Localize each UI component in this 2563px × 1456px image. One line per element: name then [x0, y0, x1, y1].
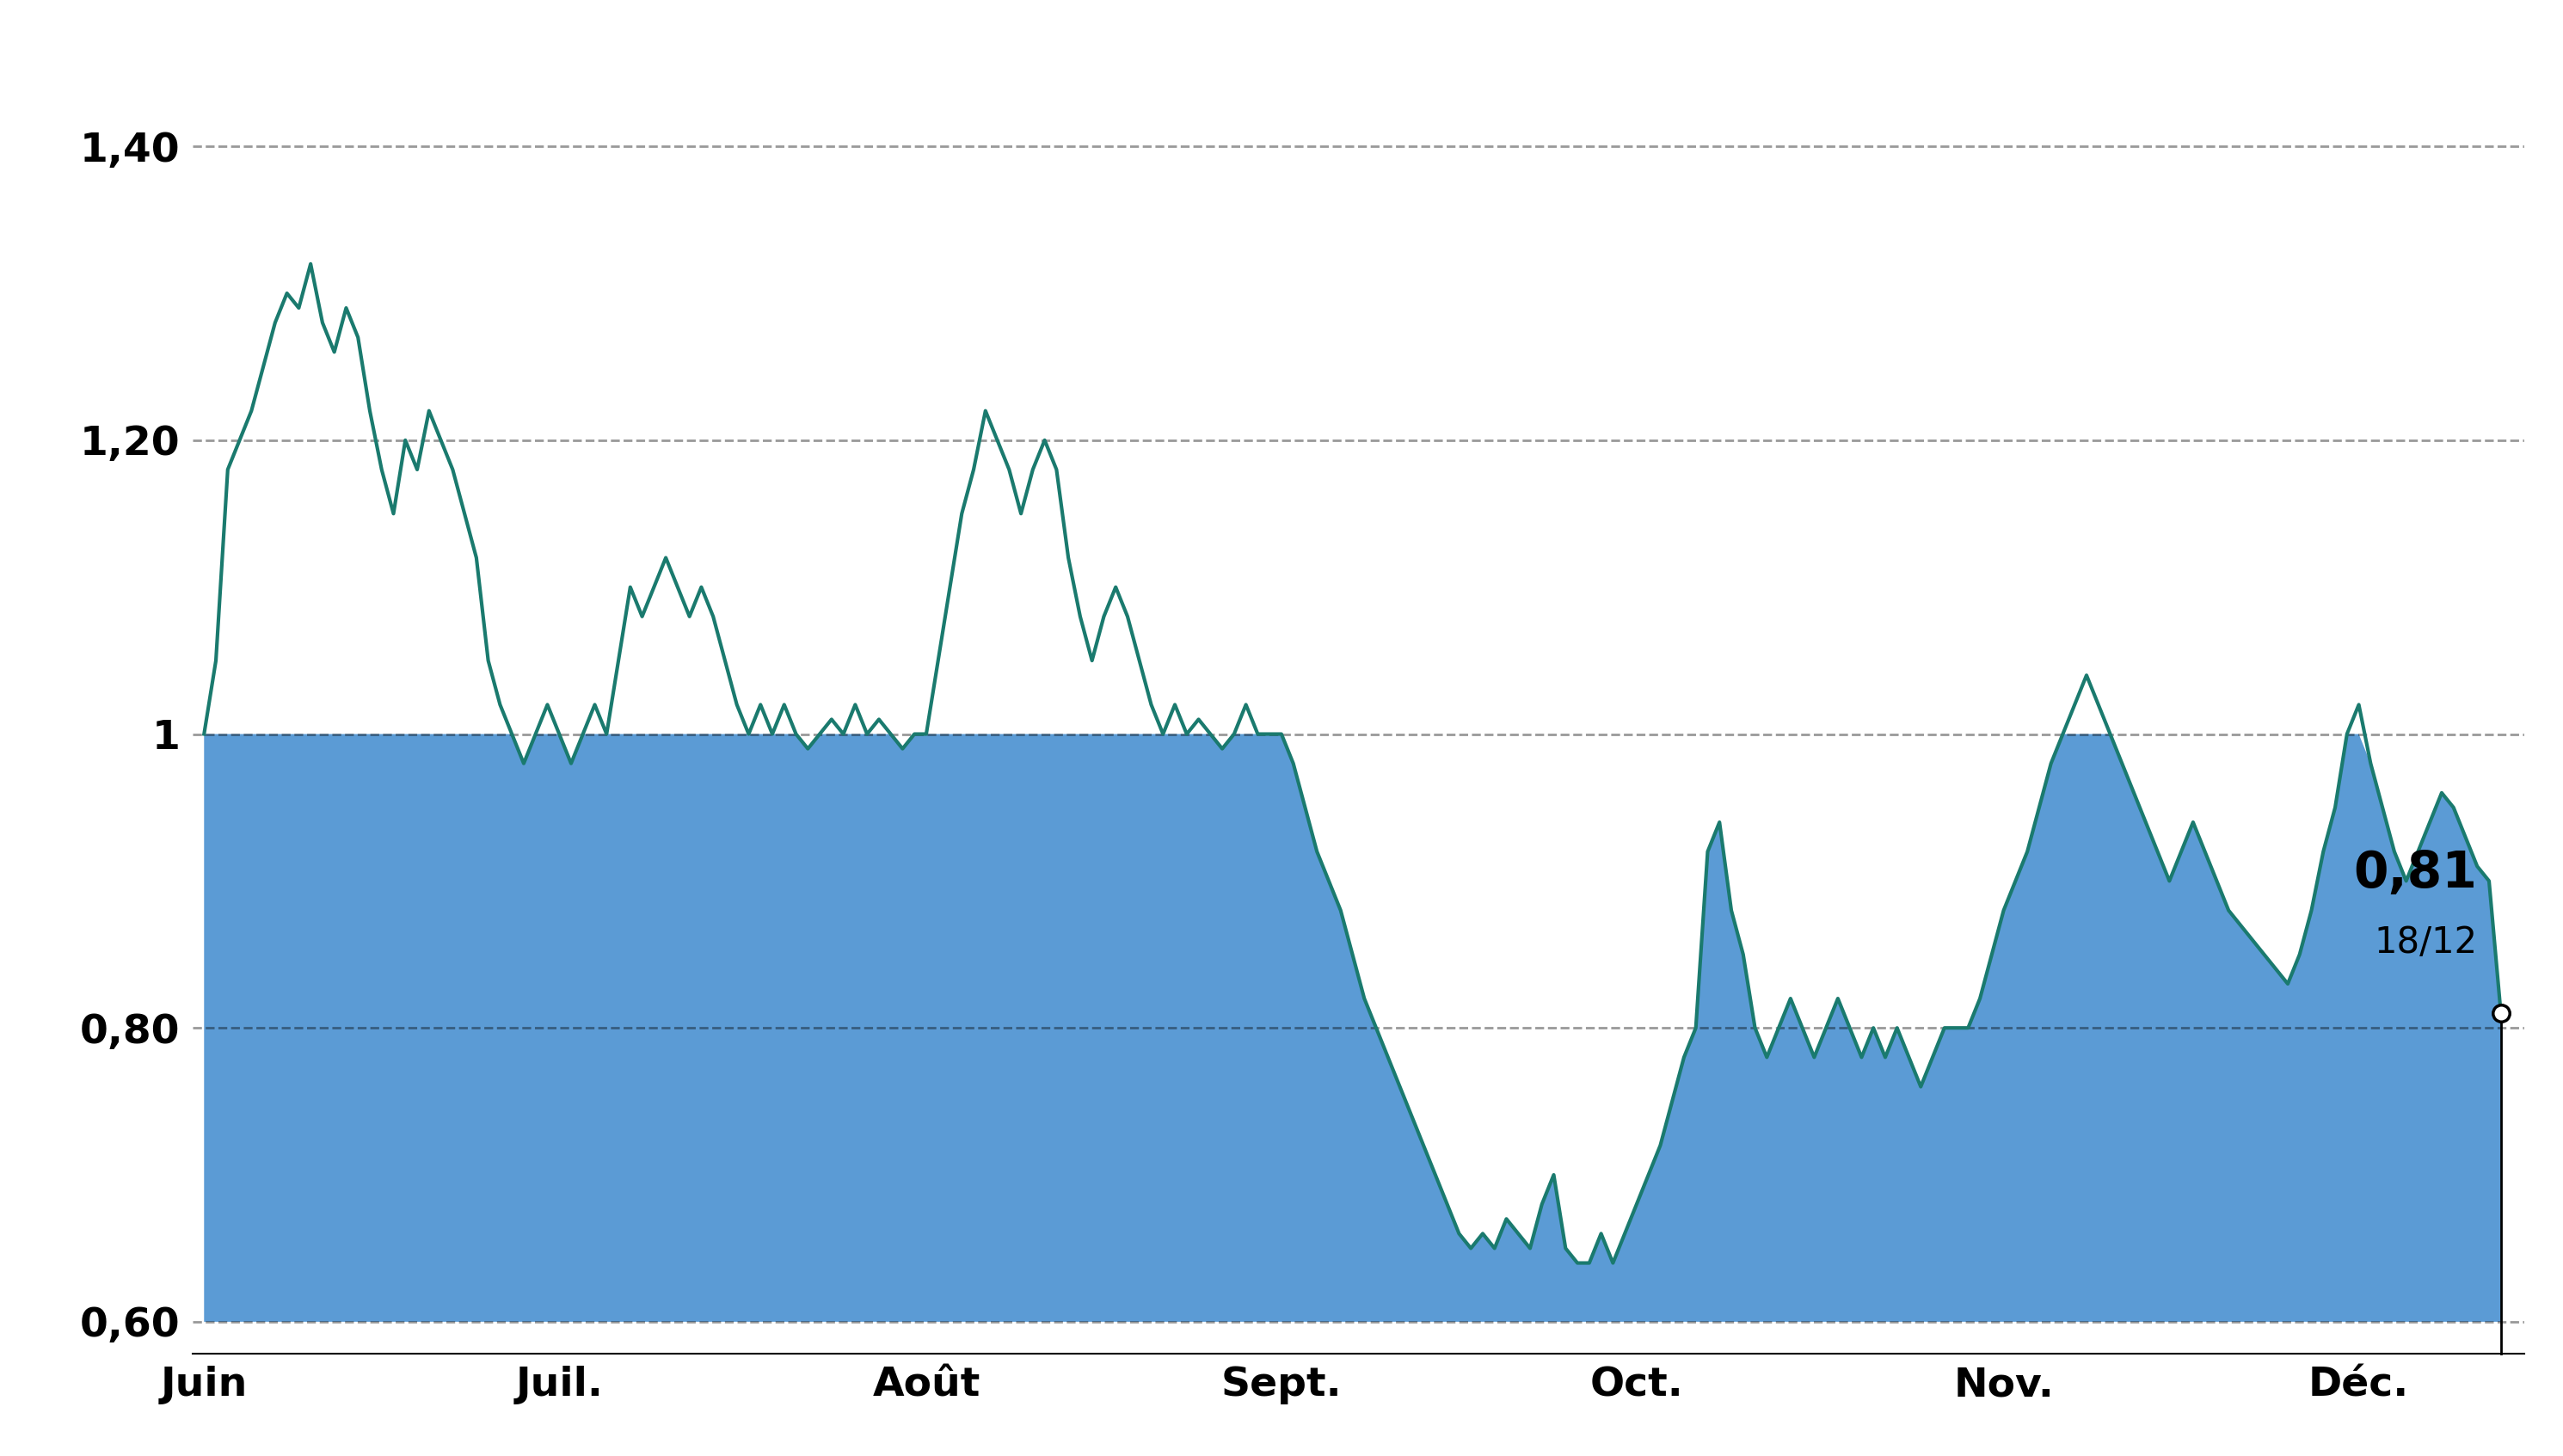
- Text: Engine Gaming and Media, Inc.: Engine Gaming and Media, Inc.: [697, 31, 1866, 98]
- Text: 0,81: 0,81: [2353, 849, 2478, 898]
- Text: 18/12: 18/12: [2373, 925, 2478, 961]
